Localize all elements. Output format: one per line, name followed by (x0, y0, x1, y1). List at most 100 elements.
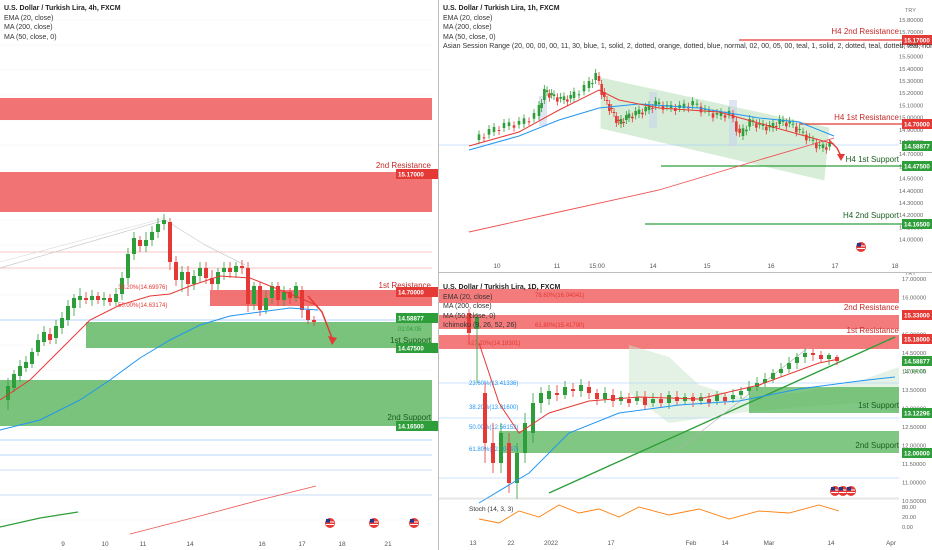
candle-1h-candle[interactable] (482, 137, 486, 139)
candle-1h-candle[interactable] (651, 108, 654, 109)
candle-1h-candle[interactable] (477, 134, 481, 140)
candle-1h-candle[interactable] (556, 97, 559, 102)
candle-1h-candle[interactable] (748, 119, 751, 127)
candle-1d-candle[interactable] (627, 399, 631, 403)
event-flag-icon[interactable] (369, 518, 379, 528)
candle-4h-candle[interactable] (54, 326, 58, 338)
candle-1h-candle[interactable] (569, 95, 572, 99)
candle-1h-candle[interactable] (566, 99, 569, 102)
candle-1h-candle[interactable] (492, 127, 496, 132)
candle-1d-candle[interactable] (715, 395, 719, 401)
candle-1h-candle[interactable] (755, 123, 758, 128)
candle-1d-candle[interactable] (483, 393, 487, 443)
candle-4h-candle[interactable] (132, 238, 136, 254)
candle-4h-candle[interactable] (276, 286, 280, 300)
candle-1d-candle[interactable] (611, 395, 615, 401)
candle-4h-candle[interactable] (186, 272, 190, 284)
candle-1h-candle[interactable] (805, 134, 808, 141)
candle-1d-candle[interactable] (819, 355, 823, 359)
candle-4h-candle[interactable] (60, 318, 64, 328)
candle-1d-candle[interactable] (571, 389, 575, 391)
candle-4h-candle[interactable] (168, 222, 172, 262)
chart-4h-panel[interactable]: 38.20%(14.69976) 50.00%(14.63174) 2nd Resi… (0, 0, 438, 550)
candle-4h-candle[interactable] (18, 366, 22, 376)
candle-1h-candle[interactable] (682, 103, 686, 108)
candle-1h-candle[interactable] (622, 122, 625, 123)
candle-1d-candle[interactable] (811, 353, 815, 355)
candle-1h-candle[interactable] (608, 104, 611, 111)
candle-1h-candle[interactable] (715, 113, 719, 115)
candle-1d-candle[interactable] (763, 379, 767, 383)
candle-1h-candle[interactable] (771, 123, 775, 128)
candle-1d-candle[interactable] (803, 353, 807, 357)
candle-1h-candle[interactable] (791, 123, 795, 125)
chart-1d-canvas[interactable]: 17.0000016.0000015.5000015.0000014.50000… (439, 273, 932, 550)
candle-1h-candle[interactable] (745, 129, 748, 132)
candle-4h-candle[interactable] (24, 362, 28, 368)
candle-4h-candle[interactable] (144, 240, 148, 246)
candle-1h-candle[interactable] (597, 76, 601, 81)
candle-1h-candle[interactable] (615, 116, 618, 123)
candle-1h-candle[interactable] (821, 144, 825, 148)
candle-4h-candle[interactable] (90, 296, 94, 300)
candle-1h-candle[interactable] (582, 85, 586, 92)
candle-4h-candle[interactable] (156, 224, 160, 232)
candle-1d-candle[interactable] (595, 393, 599, 399)
candle-1h-candle[interactable] (517, 121, 521, 125)
candle-4h-candle[interactable] (78, 296, 82, 300)
candle-4h-candle[interactable] (12, 374, 16, 388)
candle-4h-candle[interactable] (222, 268, 226, 272)
candle-4h-candle[interactable] (228, 268, 232, 272)
candle-1d-candle[interactable] (779, 369, 783, 373)
candle-1h-candle[interactable] (644, 107, 647, 112)
candle-1h-candle[interactable] (654, 101, 657, 106)
candle-4h-candle[interactable] (48, 334, 52, 340)
candle-4h-candle[interactable] (66, 306, 70, 320)
candle-1d-candle[interactable] (603, 393, 607, 399)
support-band-2nd[interactable] (0, 380, 432, 426)
candle-4h-candle[interactable] (282, 292, 286, 300)
candle-1h-candle[interactable] (801, 131, 805, 133)
candle-1h-candle[interactable] (637, 109, 641, 114)
candle-1h-candle[interactable] (540, 103, 543, 108)
panel-divider-horizontal[interactable] (439, 272, 932, 273)
candle-1h-candle[interactable] (735, 121, 738, 132)
candle-1d-candle[interactable] (667, 395, 671, 403)
candle-1h-candle[interactable] (559, 97, 562, 99)
candle-1d-candle[interactable] (651, 399, 655, 403)
candle-1h-candle[interactable] (577, 94, 581, 96)
candle-1h-candle[interactable] (641, 112, 644, 115)
chart-1h-panel[interactable]: 15.80000 15.70000 15.60000 15.50000 15.40000… (439, 0, 932, 272)
candle-1d-candle[interactable] (531, 403, 535, 433)
candle-1d-candle[interactable] (659, 399, 663, 403)
event-flag-icon[interactable] (856, 242, 866, 252)
candle-4h-candle[interactable] (138, 240, 142, 246)
candle-4h-candle[interactable] (102, 298, 106, 300)
candle-4h-candle[interactable] (30, 352, 34, 364)
candle-1h-candle[interactable] (719, 112, 723, 116)
candle-1h-candle[interactable] (788, 121, 791, 124)
event-flag-icon[interactable] (325, 518, 335, 528)
candle-1d-candle[interactable] (499, 433, 503, 463)
candle-4h-candle[interactable] (84, 298, 88, 300)
candle-4h-candle[interactable] (234, 266, 238, 272)
candle-4h-candle[interactable] (258, 286, 262, 310)
candle-1h-candle[interactable] (741, 128, 745, 136)
candle-1h-candle[interactable] (617, 120, 620, 121)
candle-1h-candle[interactable] (738, 128, 741, 133)
candle-4h-candle[interactable] (240, 266, 244, 268)
candle-1h-candle[interactable] (562, 96, 566, 100)
candle-1d-candle[interactable] (675, 397, 679, 401)
candle-1d-candle[interactable] (475, 317, 479, 329)
candle-1h-candle[interactable] (695, 103, 699, 105)
candle-4h-candle[interactable] (180, 272, 184, 280)
candle-1h-candle[interactable] (487, 129, 491, 135)
candle-1h-candle[interactable] (631, 116, 634, 119)
candle-4h-candle[interactable] (114, 294, 118, 302)
candle-1h-candle[interactable] (661, 105, 665, 110)
candle-1d-candle[interactable] (467, 313, 471, 333)
candle-1h-candle[interactable] (818, 145, 821, 146)
candle-1h-candle[interactable] (605, 100, 609, 101)
support-band-1st[interactable] (86, 322, 432, 348)
candle-1h-candle[interactable] (600, 84, 603, 95)
